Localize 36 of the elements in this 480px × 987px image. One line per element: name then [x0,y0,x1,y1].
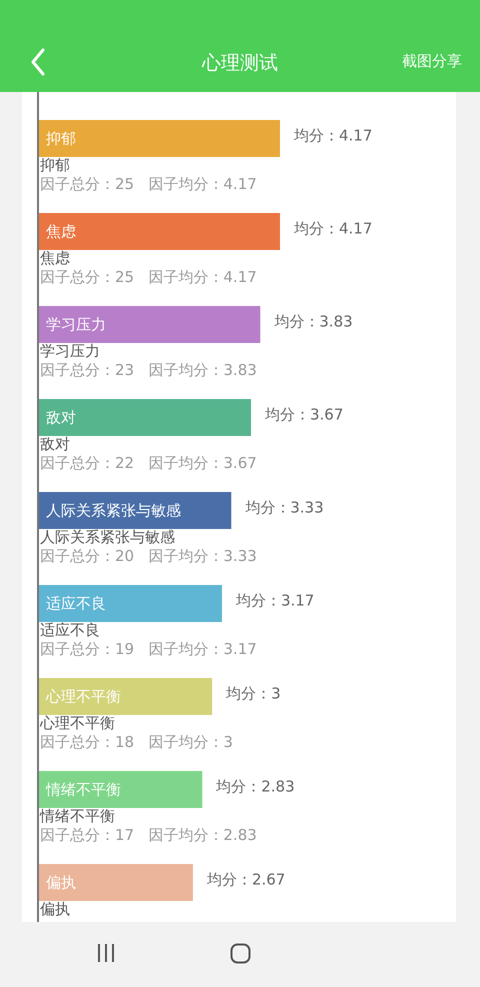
data-label: 均分：3 [225,684,281,702]
bar [38,771,202,808]
data-label: 均分：3.33 [244,498,324,516]
annotation: 因子总分：19 因子均分：3.17 [40,640,257,658]
bar [38,306,260,343]
y-tick-label: 适应不良 [46,594,106,612]
data-label: 均分：4.17 [293,126,372,144]
annotation: 因子总分：25 因子均分：4.17 [40,175,257,193]
y-tick-label: 心理不平衡 [45,688,121,706]
bar [38,864,193,901]
bar [38,399,251,436]
y-tick-label: 人际关系紧张与敏感 [46,502,181,520]
y-tick-label: 焦虑 [46,222,76,240]
annotation: 因子总分：17 因子均分：2.83 [40,826,257,844]
chart-title: 心理测试 [202,52,278,74]
bar [38,120,280,157]
bar [38,678,212,715]
data-label: 均分：3.17 [234,592,314,610]
bar [38,585,222,622]
annotation: 因子总分：23 因子均分：3.83 [40,361,257,379]
text: 截图分享 [402,52,462,71]
annotation: 因子总分：25 因子均分：4.17 [40,268,257,286]
data-label: 均分：4.17 [293,220,372,238]
data-label: 均分：2.83 [215,778,295,796]
y-tick-label: 抑郁 [46,130,76,148]
data-label: 均分：2.67 [206,870,286,888]
y-tick-label: 敌对 [46,408,76,426]
data-label: 均分：3.83 [273,312,353,330]
y-tick-label: 情绪不平衡 [45,780,121,798]
y-tick-label: 学习压力 [46,316,106,334]
annotation: 因子总分：20 因子均分：3.33 [40,547,257,565]
bar [38,213,280,250]
y-tick-label: 偏执 [46,874,76,892]
annotation: 因子总分：22 因子均分：3.67 [40,454,257,472]
annotation: 因子总分：18 因子均分：3 [40,733,233,751]
data-label: 均分：3.67 [264,406,344,424]
